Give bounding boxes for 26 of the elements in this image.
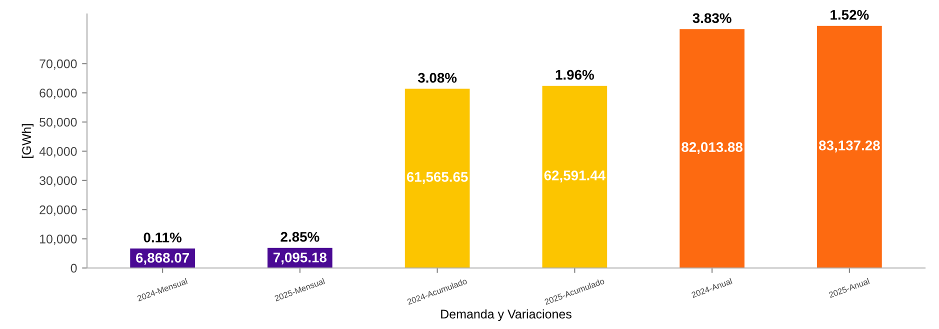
annotation: 3.83% [692,13,732,24]
annotation: 3.08% [418,72,457,83]
y-tick-label: 30,000 [40,176,77,187]
data-label: 62,591.44 [544,170,606,182]
y-tick-label: 50,000 [40,118,77,128]
annotation: 0.11% [144,232,182,242]
bar [678,28,746,268]
data-label: 83,137.28 [818,140,880,152]
data-label: 7,095.18 [274,252,327,264]
data-label: 6,868.07 [136,252,189,265]
y-tick-label: 20,000 [40,205,77,216]
annotation: 1.52% [830,10,869,20]
data-label: 82,013.88 [682,142,743,154]
y-tick-label: 10,000 [40,234,77,245]
x-axis-title: Demanda y Variaciones [441,309,572,321]
annotation: 1.96% [556,70,594,80]
bar [404,88,471,268]
y-tick-label: 0 [70,264,77,273]
bar [816,24,883,268]
y-tick-label: 70,000 [40,59,77,70]
annotation: 2.85% [280,232,320,242]
y-tick-label: 60,000 [40,88,77,99]
bar [541,84,608,268]
y-axis-title: [GWh] [22,124,34,158]
data-label: 61,565.65 [406,172,468,184]
y-tick-label: 40,000 [39,147,77,158]
